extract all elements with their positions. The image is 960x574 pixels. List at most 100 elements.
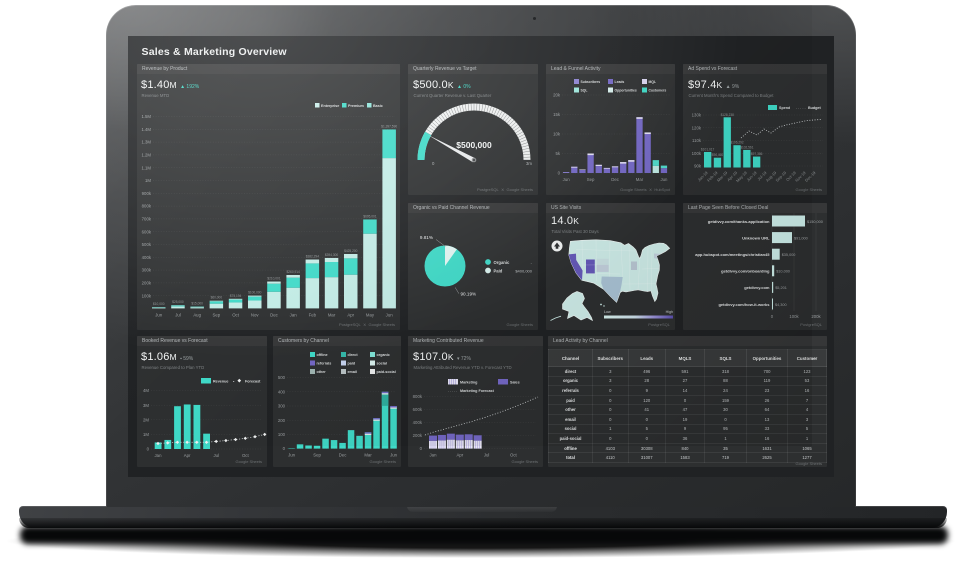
svg-text:700k: 700k — [142, 217, 152, 222]
svg-text:Oct: Oct — [232, 312, 239, 317]
svg-text:Enterprise: Enterprise — [321, 104, 339, 108]
svg-text:MQL: MQL — [649, 80, 657, 84]
svg-text:$25,000: $25,000 — [172, 300, 184, 304]
svg-text:getdivvy.com/thanks-applicatio: getdivvy.com/thanks-application — [708, 219, 770, 224]
svg-text:$10,000: $10,000 — [153, 302, 165, 306]
svg-text:Sep: Sep — [213, 312, 221, 317]
svg-text:Jun: Jun — [563, 177, 571, 182]
svg-text:social: social — [377, 362, 387, 366]
svg-text:Forecast: Forecast — [245, 380, 261, 384]
svg-text:•: • — [233, 379, 235, 384]
svg-text:20k: 20k — [553, 93, 561, 98]
svg-text:9.81%: 9.81% — [420, 235, 433, 240]
svg-text:paid: paid — [348, 362, 356, 366]
svg-text:offline: offline — [317, 353, 328, 357]
svg-text:900k: 900k — [142, 191, 152, 196]
svg-text:600k: 600k — [413, 407, 423, 412]
svg-text:Sep: Sep — [587, 177, 595, 182]
svg-text:Jan: Jan — [155, 453, 163, 458]
svg-text:Unknown URL: Unknown URL — [742, 235, 770, 240]
svg-text:15k: 15k — [553, 112, 561, 117]
svg-text:$382,294: $382,294 — [306, 255, 320, 259]
svg-text:300: 300 — [278, 404, 286, 409]
svg-text:$102,561: $102,561 — [740, 145, 754, 149]
svg-text:app.hubspot.com/meetings/chris: app.hubspot.com/meetings/christian45 — [695, 252, 770, 257]
svg-text:$695,001: $695,001 — [363, 214, 377, 218]
svg-text:referrals: referrals — [317, 362, 332, 366]
svg-text:Jun: Jun — [155, 312, 163, 317]
svg-text:Apr: Apr — [184, 453, 191, 458]
svg-text:Sales: Sales — [510, 381, 520, 385]
svg-text:0: 0 — [432, 161, 435, 166]
svg-text:getdivvy.com/onboarding: getdivvy.com/onboarding — [721, 269, 770, 274]
svg-text:Customers: Customers — [649, 89, 667, 93]
svg-text:Jun: Jun — [288, 453, 296, 458]
svg-text:Jan: Jan — [430, 453, 438, 458]
svg-text:2M: 2M — [143, 417, 149, 422]
svg-text:100k: 100k — [692, 151, 702, 156]
svg-text:$60,000: $60,000 — [211, 296, 223, 300]
svg-text:Oct: Oct — [510, 453, 517, 458]
svg-text:$35,000: $35,000 — [782, 253, 796, 257]
svg-text:$1,397,590: $1,397,590 — [381, 124, 397, 128]
svg-text:0: 0 — [771, 314, 774, 319]
svg-text:$425,200: $425,200 — [344, 249, 358, 253]
svg-text:email: email — [348, 370, 357, 374]
svg-text:0: 0 — [420, 446, 423, 451]
svg-text:1.1M: 1.1M — [141, 165, 151, 170]
svg-text:1M: 1M — [145, 178, 151, 183]
svg-text:Leads: Leads — [615, 80, 625, 84]
svg-text:$91,000: $91,000 — [794, 236, 808, 240]
svg-text:$128,238: $128,238 — [721, 113, 735, 117]
svg-text:Jul: Jul — [484, 453, 490, 458]
svg-text:Basic: Basic — [373, 104, 383, 108]
svg-text:$260,914: $260,914 — [287, 270, 301, 274]
svg-text:120k: 120k — [692, 125, 702, 130]
svg-text:1.5M: 1.5M — [141, 114, 151, 119]
svg-text:3M: 3M — [143, 403, 149, 408]
svg-text:Subscribers: Subscribers — [581, 80, 601, 84]
svg-text:1.4M: 1.4M — [141, 127, 151, 132]
svg-text:getdivvy.com: getdivvy.com — [744, 285, 770, 290]
svg-text:Spend: Spend — [779, 106, 791, 110]
svg-text:May: May — [366, 312, 375, 317]
svg-text:600k: 600k — [142, 229, 152, 234]
svg-text:other: other — [317, 370, 327, 374]
svg-text:Paid: Paid — [494, 269, 503, 274]
svg-text:$96,460: $96,460 — [712, 153, 724, 157]
svg-text:Jul: Jul — [175, 312, 181, 317]
svg-text:1.2M: 1.2M — [141, 153, 151, 158]
svg-text:400k: 400k — [142, 255, 152, 260]
svg-text:Jun: Jun — [390, 453, 398, 458]
svg-text:Apr: Apr — [456, 453, 463, 458]
svg-text:Sep: Sep — [313, 453, 321, 458]
svg-text:Oct: Oct — [242, 453, 249, 458]
svg-text:110k: 110k — [692, 138, 702, 143]
svg-text:-: - — [531, 260, 533, 265]
svg-text:0: 0 — [558, 171, 561, 176]
svg-text:Apr: Apr — [347, 312, 354, 317]
svg-text:Feb: Feb — [309, 312, 317, 317]
svg-text:10k: 10k — [553, 132, 561, 137]
svg-text:Jan: Jan — [290, 312, 298, 317]
svg-text:$500,000: $500,000 — [456, 140, 492, 150]
svg-text:organic: organic — [377, 353, 390, 357]
svg-text:Marketing: Marketing — [460, 381, 477, 385]
svg-text:Jul-19: Jul-19 — [756, 170, 768, 182]
svg-text:Revenue: Revenue — [213, 380, 228, 384]
svg-text:400: 400 — [278, 389, 286, 394]
svg-text:4M: 4M — [143, 388, 149, 393]
svg-text:0: 0 — [283, 446, 286, 451]
svg-text:.....: ..... — [448, 388, 458, 393]
svg-text:Mar: Mar — [636, 177, 644, 182]
svg-text:500k: 500k — [142, 242, 152, 247]
svg-text:200k: 200k — [142, 281, 152, 286]
svg-text:$15,000: $15,000 — [191, 301, 203, 305]
svg-text:Jun: Jun — [386, 312, 394, 317]
svg-text:200k: 200k — [413, 433, 423, 438]
svg-text:100: 100 — [278, 432, 286, 437]
svg-text:Opportunities: Opportunities — [615, 89, 637, 93]
svg-text:direct: direct — [348, 353, 359, 357]
svg-text:90.19%: 90.19% — [461, 292, 477, 297]
svg-text:$97,386: $97,386 — [751, 152, 763, 156]
